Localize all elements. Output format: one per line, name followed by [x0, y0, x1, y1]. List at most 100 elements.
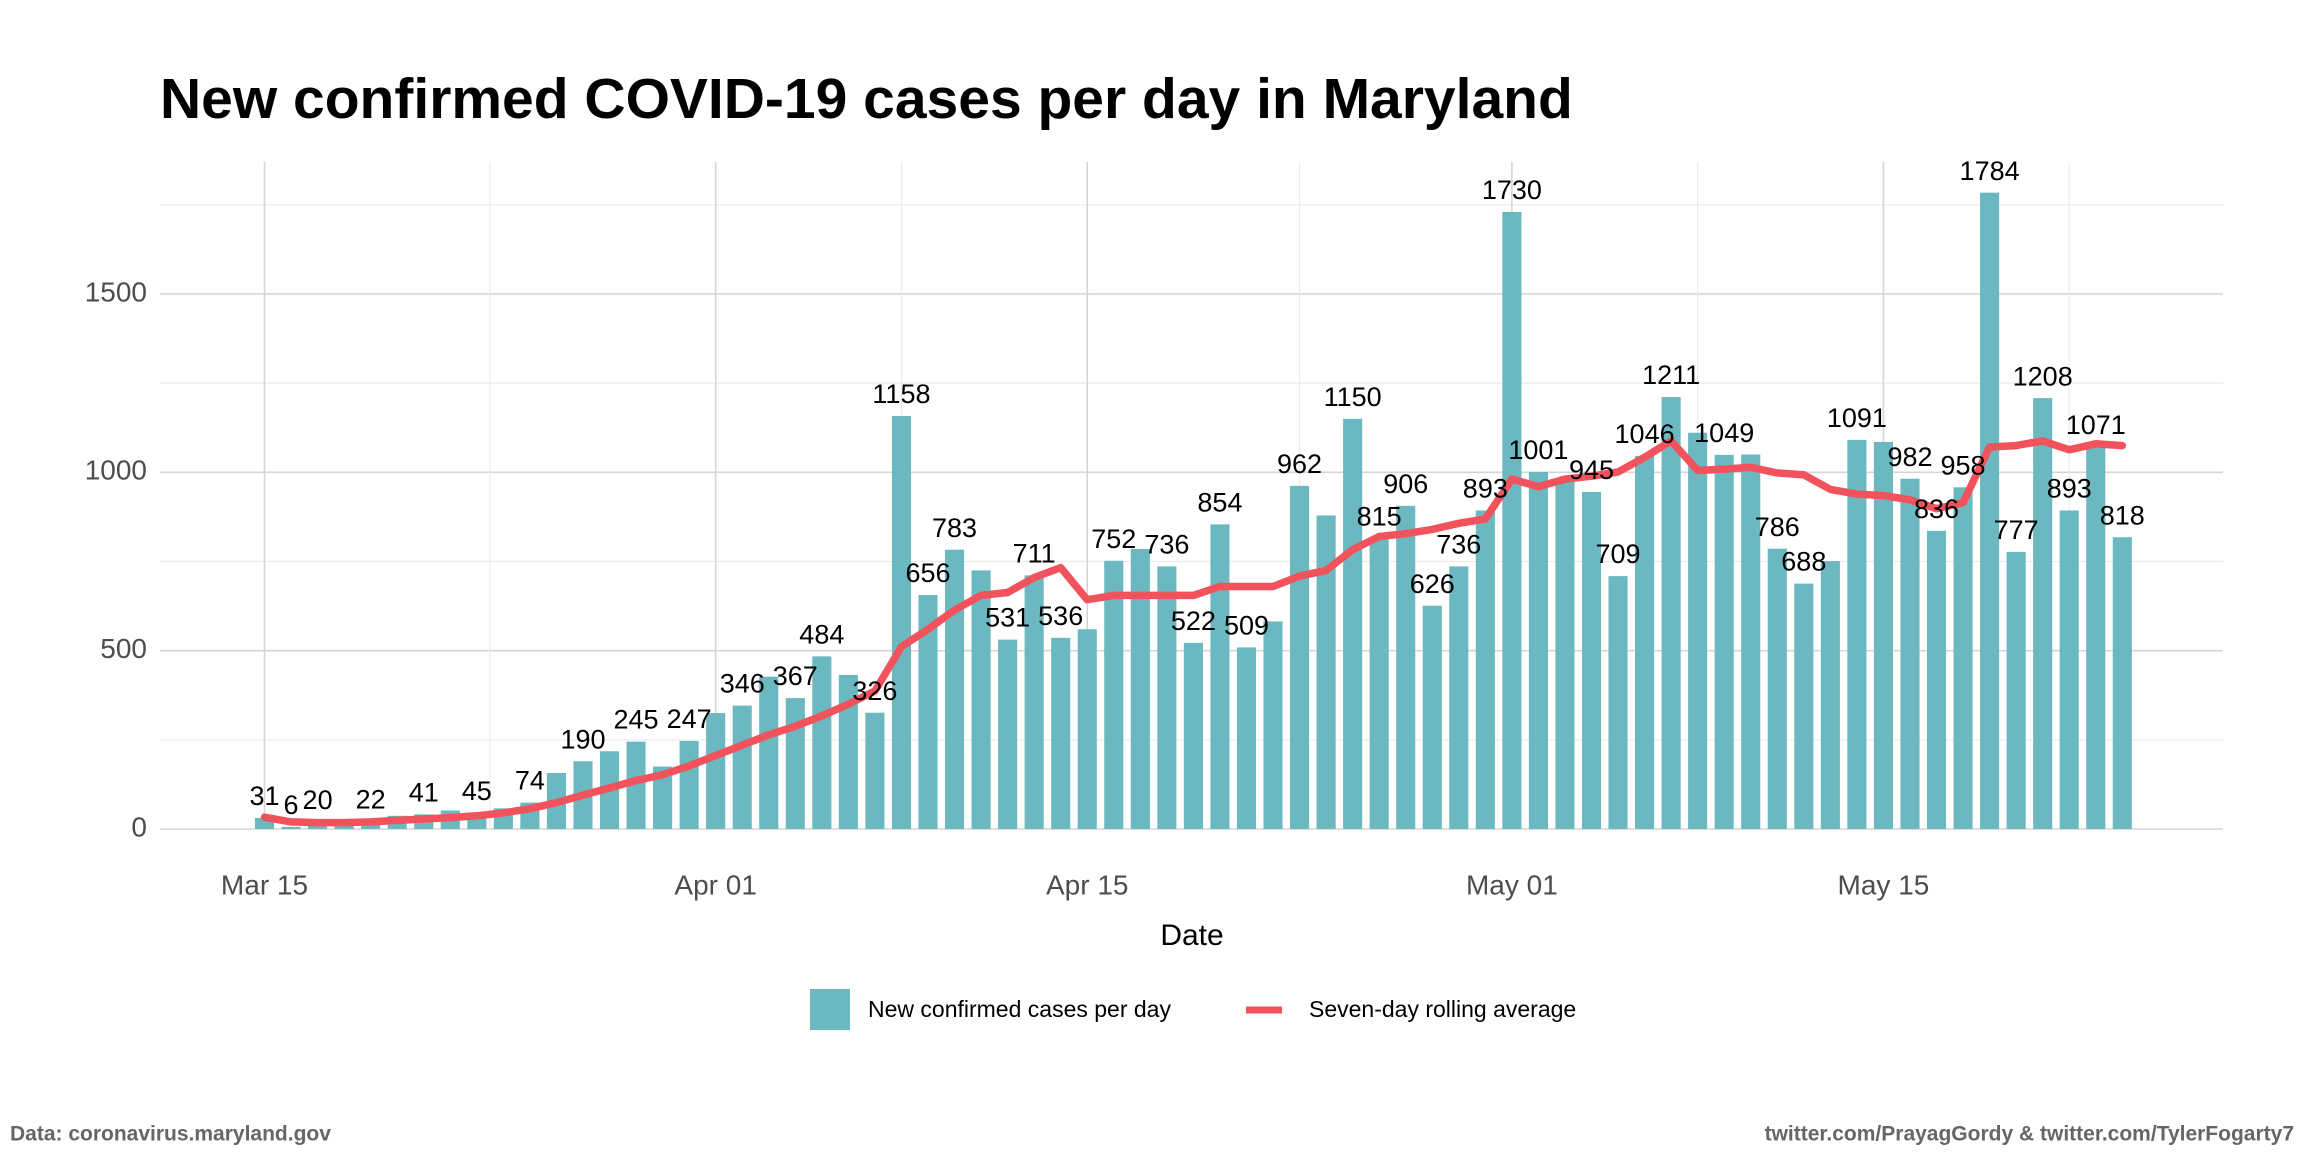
- bar: [865, 712, 885, 829]
- value-label: 31: [249, 781, 279, 811]
- value-label: 656: [905, 558, 950, 588]
- y-tick-label: 1000: [85, 455, 147, 486]
- value-label: 1091: [1827, 403, 1887, 433]
- value-label: 962: [1277, 449, 1322, 479]
- value-label: 958: [1941, 450, 1986, 480]
- value-label: 522: [1171, 606, 1216, 636]
- value-label: 777: [1994, 515, 2039, 545]
- value-label: 982: [1887, 442, 1932, 472]
- bar: [891, 415, 912, 829]
- value-label: 1046: [1615, 419, 1675, 449]
- value-label: 1071: [2066, 410, 2126, 440]
- value-label: 815: [1357, 501, 1402, 531]
- bar: [1369, 538, 1389, 829]
- bar: [1502, 211, 1522, 830]
- bar: [2059, 510, 2079, 829]
- value-label: 22: [356, 784, 386, 814]
- value-label: 893: [1463, 474, 1508, 504]
- value-label: 1208: [2013, 361, 2073, 391]
- bar: [1475, 510, 1495, 829]
- legend-label: New confirmed cases per day: [868, 996, 1171, 1022]
- value-label: 346: [720, 669, 765, 699]
- value-label: 20: [303, 785, 333, 815]
- value-label: 326: [852, 676, 897, 706]
- x-tick-label: Mar 15: [221, 869, 308, 900]
- bar: [944, 549, 965, 829]
- value-label: 509: [1224, 611, 1269, 641]
- value-label: 783: [932, 513, 977, 543]
- value-label: 536: [1038, 601, 1083, 631]
- bar: [626, 741, 646, 829]
- bar: [1820, 561, 1840, 829]
- value-label: 626: [1410, 569, 1455, 599]
- bar: [1900, 478, 1920, 829]
- bar: [1263, 621, 1283, 829]
- value-label: 247: [667, 704, 712, 734]
- bar: [2033, 398, 2053, 829]
- value-label: 367: [773, 661, 818, 691]
- credit-caption: twitter.com/PrayagGordy & twitter.com/Ty…: [1765, 1123, 2294, 1146]
- value-label: 1211: [1642, 360, 1700, 390]
- value-label: 836: [1914, 494, 1959, 524]
- bar: [785, 698, 805, 829]
- lines: [260, 437, 2127, 827]
- bar: [281, 826, 301, 829]
- bar: [1635, 455, 1655, 829]
- bar: [812, 656, 832, 829]
- bar: [1130, 549, 1150, 829]
- bar: [1608, 576, 1628, 829]
- value-label: 1001: [1508, 435, 1568, 465]
- y-tick-label: 1500: [85, 276, 147, 307]
- value-label: 893: [2047, 474, 2092, 504]
- bar: [1528, 471, 1548, 829]
- x-axis-title: Date: [1160, 919, 1223, 952]
- bar: [1449, 566, 1469, 829]
- y-tick-label: 500: [100, 633, 147, 664]
- value-label: 1158: [872, 379, 930, 409]
- value-labels: 31 6 20 22 41 45 74 190 245 247 346 367 484 326 1158 65…: [249, 156, 2144, 820]
- value-label: 531: [985, 603, 1030, 633]
- bar: [1316, 515, 1336, 829]
- value-label: 1049: [1694, 418, 1754, 448]
- bar: [1926, 530, 1947, 829]
- bar: [1104, 560, 1124, 829]
- line: [260, 437, 2127, 827]
- bar: [2006, 551, 2026, 829]
- value-label: 736: [1144, 530, 1189, 560]
- value-label: 1784: [1960, 156, 2020, 186]
- bar: [1767, 548, 1787, 829]
- bar: [1290, 485, 1310, 829]
- bar: [998, 639, 1018, 829]
- bar: [1581, 491, 1602, 829]
- value-label: 711: [1013, 539, 1056, 569]
- source-caption: Data: coronavirus.maryland.gov: [10, 1123, 331, 1146]
- value-label: 1150: [1324, 382, 1382, 412]
- bar: [2112, 537, 2132, 829]
- bar: [838, 674, 858, 829]
- bar: [1847, 439, 1867, 829]
- value-label: 688: [1781, 547, 1826, 577]
- value-label: 484: [799, 619, 844, 649]
- bar: [706, 713, 726, 829]
- chart-title: New confirmed COVID-19 cases per day in …: [160, 67, 1573, 131]
- value-label: 45: [462, 776, 492, 806]
- bar: [732, 705, 752, 829]
- bar: [1661, 397, 1681, 829]
- value-label: 709: [1596, 539, 1641, 569]
- value-label: 245: [614, 705, 659, 735]
- bar: [1077, 629, 1097, 829]
- bar: [1980, 192, 2000, 829]
- value-label: 818: [2100, 500, 2145, 530]
- value-label: 41: [409, 778, 439, 808]
- bar: [1396, 505, 1416, 829]
- bar: [1422, 605, 1442, 829]
- bar: [1555, 481, 1575, 829]
- bar: [1157, 566, 1177, 829]
- value-label: 6: [284, 790, 299, 820]
- legend-swatch-bar: [810, 989, 850, 1030]
- bar: [1024, 575, 1044, 829]
- bar: [918, 595, 938, 829]
- x-tick-label: Apr 15: [1046, 869, 1129, 900]
